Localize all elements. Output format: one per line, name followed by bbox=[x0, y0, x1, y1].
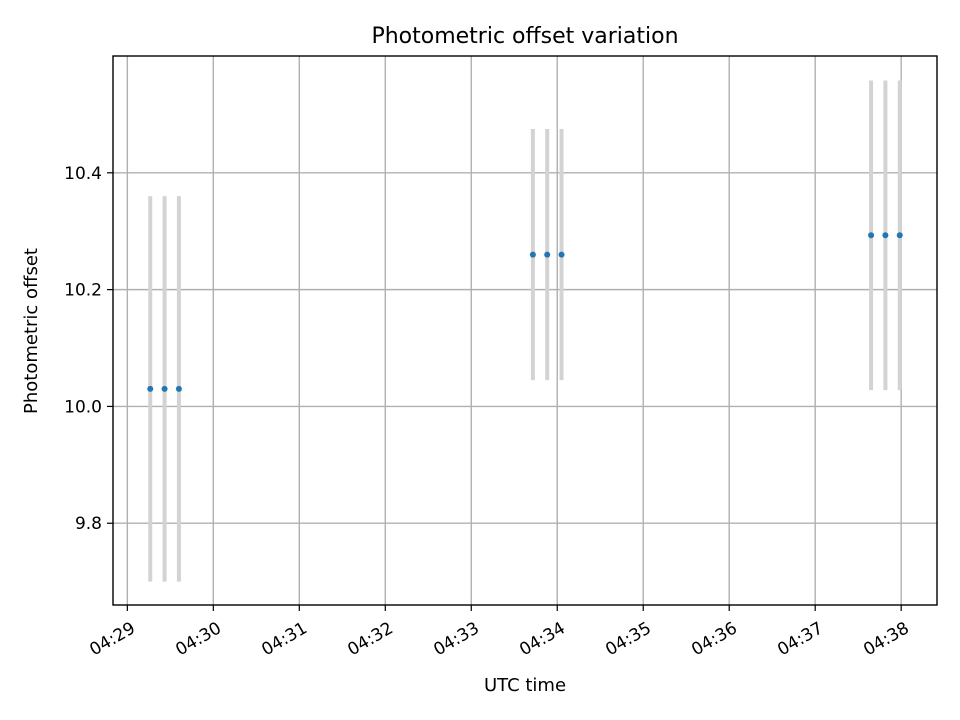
chart-title: Photometric offset variation bbox=[371, 24, 678, 49]
x-axis-label: UTC time bbox=[484, 675, 566, 696]
data-point bbox=[896, 232, 903, 239]
x-tick-label: 04:34 bbox=[516, 618, 568, 660]
data-points bbox=[147, 232, 903, 392]
y-axis-label: Photometric offset bbox=[21, 248, 42, 414]
data-point bbox=[558, 251, 565, 258]
x-tick-label: 04:29 bbox=[86, 618, 138, 660]
y-tick-label: 10.4 bbox=[64, 164, 102, 184]
data-point bbox=[161, 385, 168, 392]
x-tick-label: 04:32 bbox=[344, 618, 396, 660]
tick-layer: 04:29 04:30 04:31 04:32 04:33 04:34 04:35 04:36… bbox=[64, 164, 913, 660]
grid-layer bbox=[113, 56, 937, 605]
x-tick-label: 04:30 bbox=[172, 618, 224, 660]
x-tick-label: 04:31 bbox=[258, 618, 310, 660]
y-tick-label: 10.2 bbox=[64, 281, 102, 301]
y-tick-label: 10.0 bbox=[64, 397, 102, 417]
error-bars bbox=[148, 80, 902, 582]
x-tick-label: 04:35 bbox=[602, 618, 654, 660]
x-tick-label: 04:36 bbox=[688, 618, 740, 660]
data-point bbox=[529, 251, 536, 258]
data-point bbox=[544, 251, 551, 258]
x-tick-label: 04:38 bbox=[860, 618, 912, 660]
y-tick-label: 9.8 bbox=[75, 514, 102, 534]
data-point bbox=[868, 232, 875, 239]
x-tick-label: 04:37 bbox=[774, 618, 826, 660]
data-point bbox=[175, 385, 182, 392]
plot-frame bbox=[112, 55, 938, 606]
x-tick-label: 04:33 bbox=[430, 618, 482, 660]
data-point bbox=[882, 232, 889, 239]
data-point bbox=[147, 385, 154, 392]
